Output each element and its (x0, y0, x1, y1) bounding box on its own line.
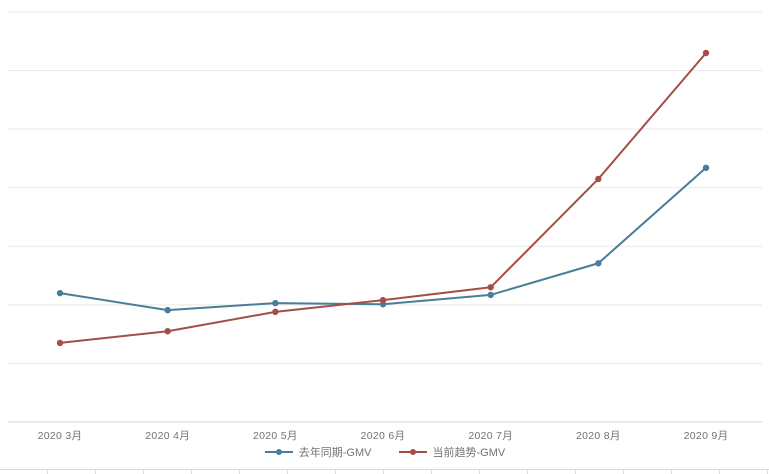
chart-legend: 去年同期-GMV 当前趋势-GMV (0, 444, 769, 460)
data-point-marker[interactable] (164, 328, 171, 335)
legend-item-0[interactable]: 去年同期-GMV (264, 444, 372, 460)
data-point-marker[interactable] (595, 175, 602, 183)
data-point-marker[interactable] (272, 299, 279, 307)
x-axis-label: 2020 5月 (252, 430, 298, 442)
legend-label: 当前趋势-GMV (432, 447, 506, 459)
x-axis-label: 2020 3月 (37, 430, 83, 442)
series-line-0 (59, 167, 707, 312)
legend-marker-icon (398, 449, 427, 455)
data-point-marker[interactable] (487, 284, 494, 291)
data-table-top-edge (0, 469, 769, 474)
x-axis-label: 2020 4月 (145, 430, 191, 442)
data-point-marker[interactable] (164, 306, 171, 314)
x-axis-label: 2020 6月 (360, 430, 406, 442)
x-axis-label: 2020 7月 (468, 430, 514, 442)
data-point-marker[interactable] (702, 49, 710, 57)
x-axis-label: 2020 8月 (575, 430, 621, 442)
x-axis-labels: 2020 3月 2020 4月 2020 5月 2020 6月 2020 7月 2020 … (0, 428, 769, 444)
x-axis-label: 2020 9月 (683, 430, 729, 442)
legend-item-1[interactable]: 当前趋势-GMV (398, 444, 506, 460)
data-point-marker[interactable] (487, 291, 494, 299)
legend-marker-icon (264, 449, 293, 455)
data-point-marker[interactable] (56, 289, 64, 297)
data-point-marker[interactable] (595, 260, 602, 267)
data-point-marker[interactable] (702, 164, 710, 171)
legend-label: 去年同期-GMV (298, 447, 372, 459)
data-point-marker[interactable] (379, 296, 387, 304)
data-point-marker[interactable] (56, 339, 64, 347)
data-point-marker[interactable] (272, 308, 279, 316)
